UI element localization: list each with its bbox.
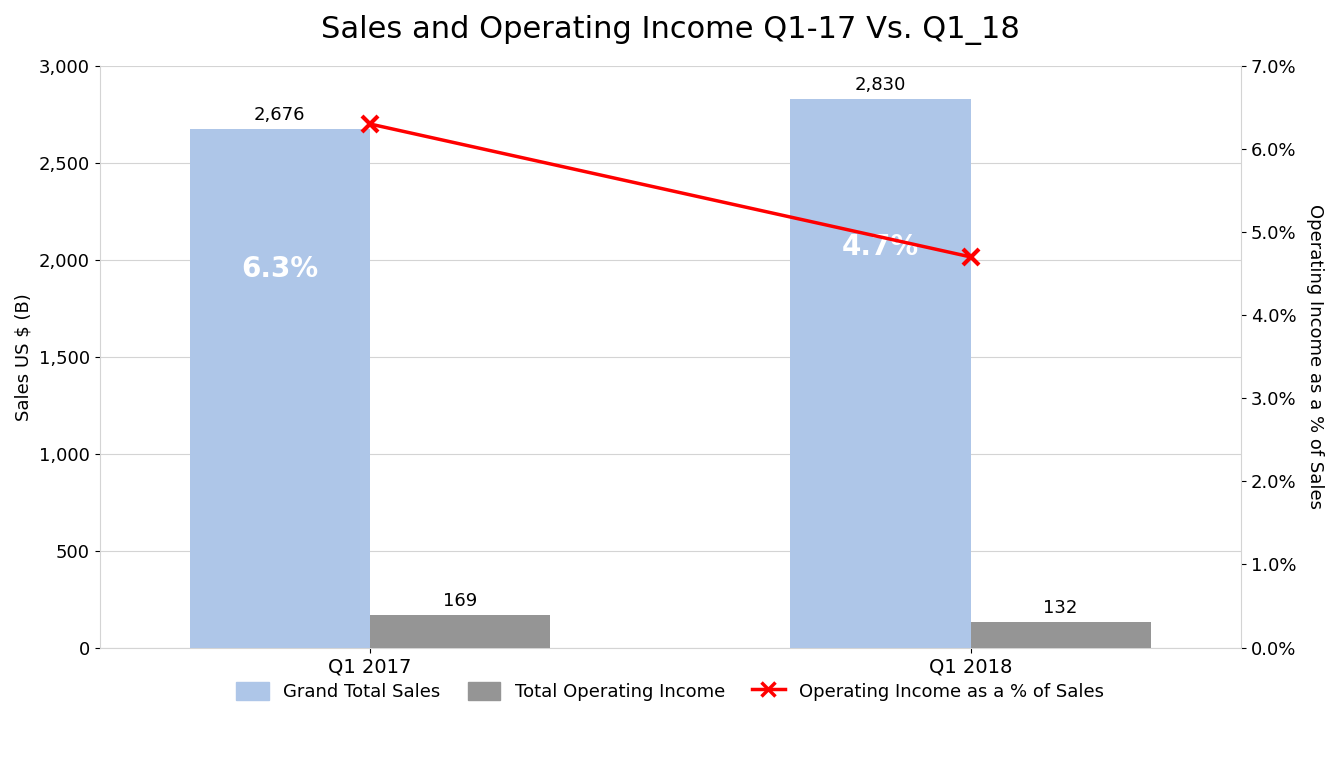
Text: 2,830: 2,830 [854,76,907,94]
Legend: Grand Total Sales, Total Operating Income, Operating Income as a % of Sales: Grand Total Sales, Total Operating Incom… [229,674,1111,709]
Title: Sales and Operating Income Q1-17 Vs. Q1_18: Sales and Operating Income Q1-17 Vs. Q1_… [321,15,1019,45]
Y-axis label: Sales US $ (B): Sales US $ (B) [15,293,33,421]
Y-axis label: Operating Income as a % of Sales: Operating Income as a % of Sales [1306,204,1324,509]
Bar [971,622,1150,648]
Text: 2,676: 2,676 [254,106,305,123]
Bar [370,615,550,648]
Text: 6.3%: 6.3% [241,255,319,283]
Text: 4.7%: 4.7% [842,233,919,261]
Text: 132: 132 [1043,599,1078,617]
Text: 169: 169 [443,592,477,610]
Bar [790,99,971,648]
Bar [190,129,370,648]
